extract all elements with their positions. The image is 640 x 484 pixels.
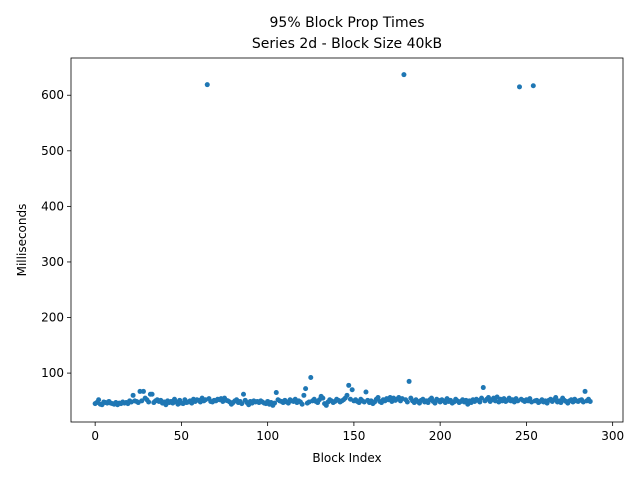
point xyxy=(587,398,593,404)
x-tick-label: 100 xyxy=(256,429,279,443)
point xyxy=(140,388,146,394)
point xyxy=(363,389,369,395)
x-tick-label: 150 xyxy=(342,429,365,443)
point xyxy=(303,386,309,392)
point xyxy=(308,375,314,381)
point xyxy=(553,395,559,401)
point xyxy=(241,391,246,397)
point xyxy=(404,399,410,405)
y-tick-label: 200 xyxy=(41,311,64,325)
x-tick-label: 300 xyxy=(601,429,624,443)
point xyxy=(301,392,307,398)
point xyxy=(130,392,136,398)
point xyxy=(346,382,352,388)
point xyxy=(149,391,155,397)
point xyxy=(349,387,355,393)
plot-frame xyxy=(70,57,624,423)
chart-subtitle: Series 2d - Block Size 40kB xyxy=(252,36,442,52)
point xyxy=(96,397,102,403)
point xyxy=(406,378,412,384)
point xyxy=(477,399,483,405)
x-axis-label: Block Index xyxy=(312,451,381,465)
point xyxy=(239,401,245,407)
point xyxy=(146,399,152,405)
y-tick-label: 100 xyxy=(41,366,64,380)
x-tick-label: 200 xyxy=(429,429,452,443)
x-tick-label: 0 xyxy=(91,429,99,443)
point xyxy=(137,388,143,394)
x-tick-label: 50 xyxy=(174,429,189,443)
point xyxy=(530,83,536,89)
point xyxy=(582,388,588,394)
point xyxy=(273,390,279,396)
point xyxy=(320,395,326,401)
x-tick-label: 250 xyxy=(515,429,538,443)
point xyxy=(479,395,485,401)
y-tick-label: 500 xyxy=(41,144,64,158)
point xyxy=(432,400,438,406)
point xyxy=(480,385,486,391)
point xyxy=(401,72,407,78)
y-tick-label: 300 xyxy=(41,255,64,269)
point xyxy=(272,400,278,406)
point xyxy=(204,82,210,88)
chart-title: 95% Block Prop Times xyxy=(270,15,425,31)
point xyxy=(299,401,305,407)
point xyxy=(375,395,381,401)
y-tick-label: 600 xyxy=(41,88,64,102)
y-tick-label: 400 xyxy=(41,199,64,213)
y-axis-label: Milliseconds xyxy=(15,204,29,277)
point xyxy=(517,84,522,90)
point xyxy=(139,398,145,404)
point xyxy=(344,392,350,398)
